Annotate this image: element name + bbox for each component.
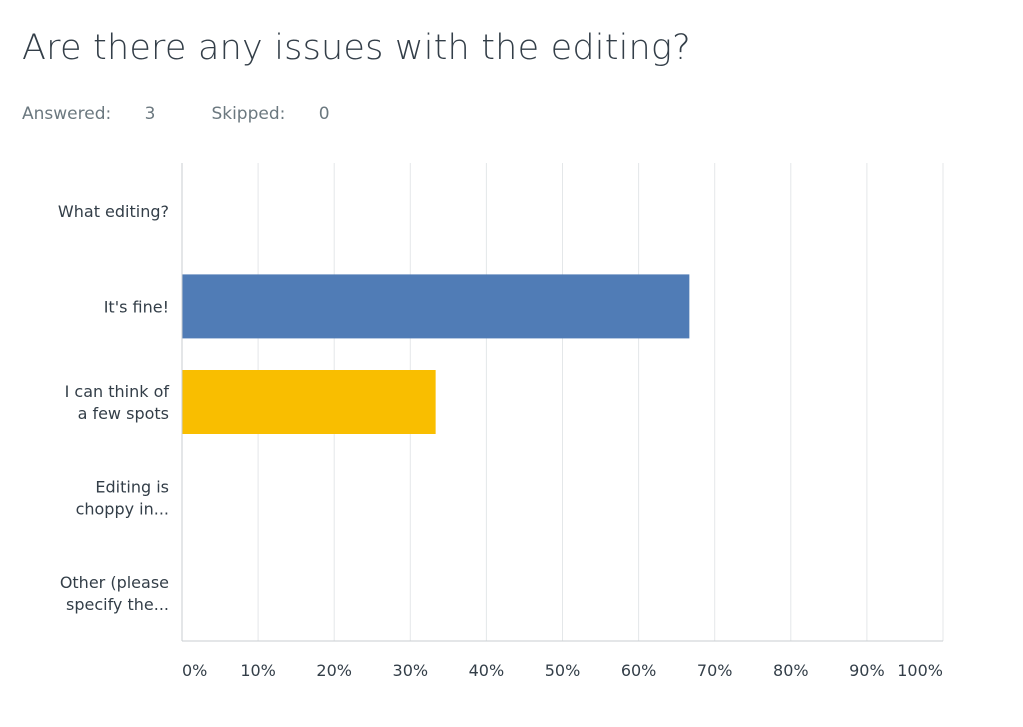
answered-count: 3 xyxy=(144,104,156,124)
x-tick-label: 30% xyxy=(393,661,429,680)
x-tick-label: 60% xyxy=(621,661,657,680)
answered-stat: Answered: 3 xyxy=(22,104,183,124)
x-tick-label: 70% xyxy=(697,661,733,680)
skipped-stat: Skipped: 0 xyxy=(211,104,357,124)
category-labels: What editing? It's fine! I can think of a f… xyxy=(58,202,169,614)
skipped-count: 0 xyxy=(318,104,330,124)
skipped-label: Skipped: xyxy=(211,104,286,124)
category-label: Other (please xyxy=(60,573,169,592)
bar xyxy=(182,370,436,434)
category-label: It's fine! xyxy=(104,297,169,316)
response-stats: Answered: 3 Skipped: 0 xyxy=(22,104,386,124)
category-label: a few spots xyxy=(78,404,169,423)
x-tick-label: 50% xyxy=(545,661,581,680)
category-label: What editing? xyxy=(58,202,169,221)
tick-labels: 0% 10% 20% 30% 40% 50% 60% 70% 80% 90% 100% xyxy=(182,661,943,680)
bar xyxy=(182,274,690,339)
x-tick-label: 40% xyxy=(469,661,505,680)
x-tick-label: 100% xyxy=(897,661,943,680)
x-tick-label: 10% xyxy=(240,661,276,680)
x-tick-label: 20% xyxy=(316,661,352,680)
category-label: I can think of xyxy=(65,382,170,401)
x-tick-label: 80% xyxy=(773,661,809,680)
answered-label: Answered: xyxy=(22,104,112,124)
category-label: Editing is xyxy=(95,478,169,497)
bars xyxy=(182,274,690,434)
gridlines xyxy=(257,163,944,641)
question-title: Are there any issues with the editing? xyxy=(22,28,691,68)
axes xyxy=(181,163,943,642)
x-tick-label: 90% xyxy=(849,661,885,680)
category-label: specify the... xyxy=(66,595,169,614)
x-tick-label: 0% xyxy=(182,661,207,680)
category-label: choppy in... xyxy=(76,500,169,519)
